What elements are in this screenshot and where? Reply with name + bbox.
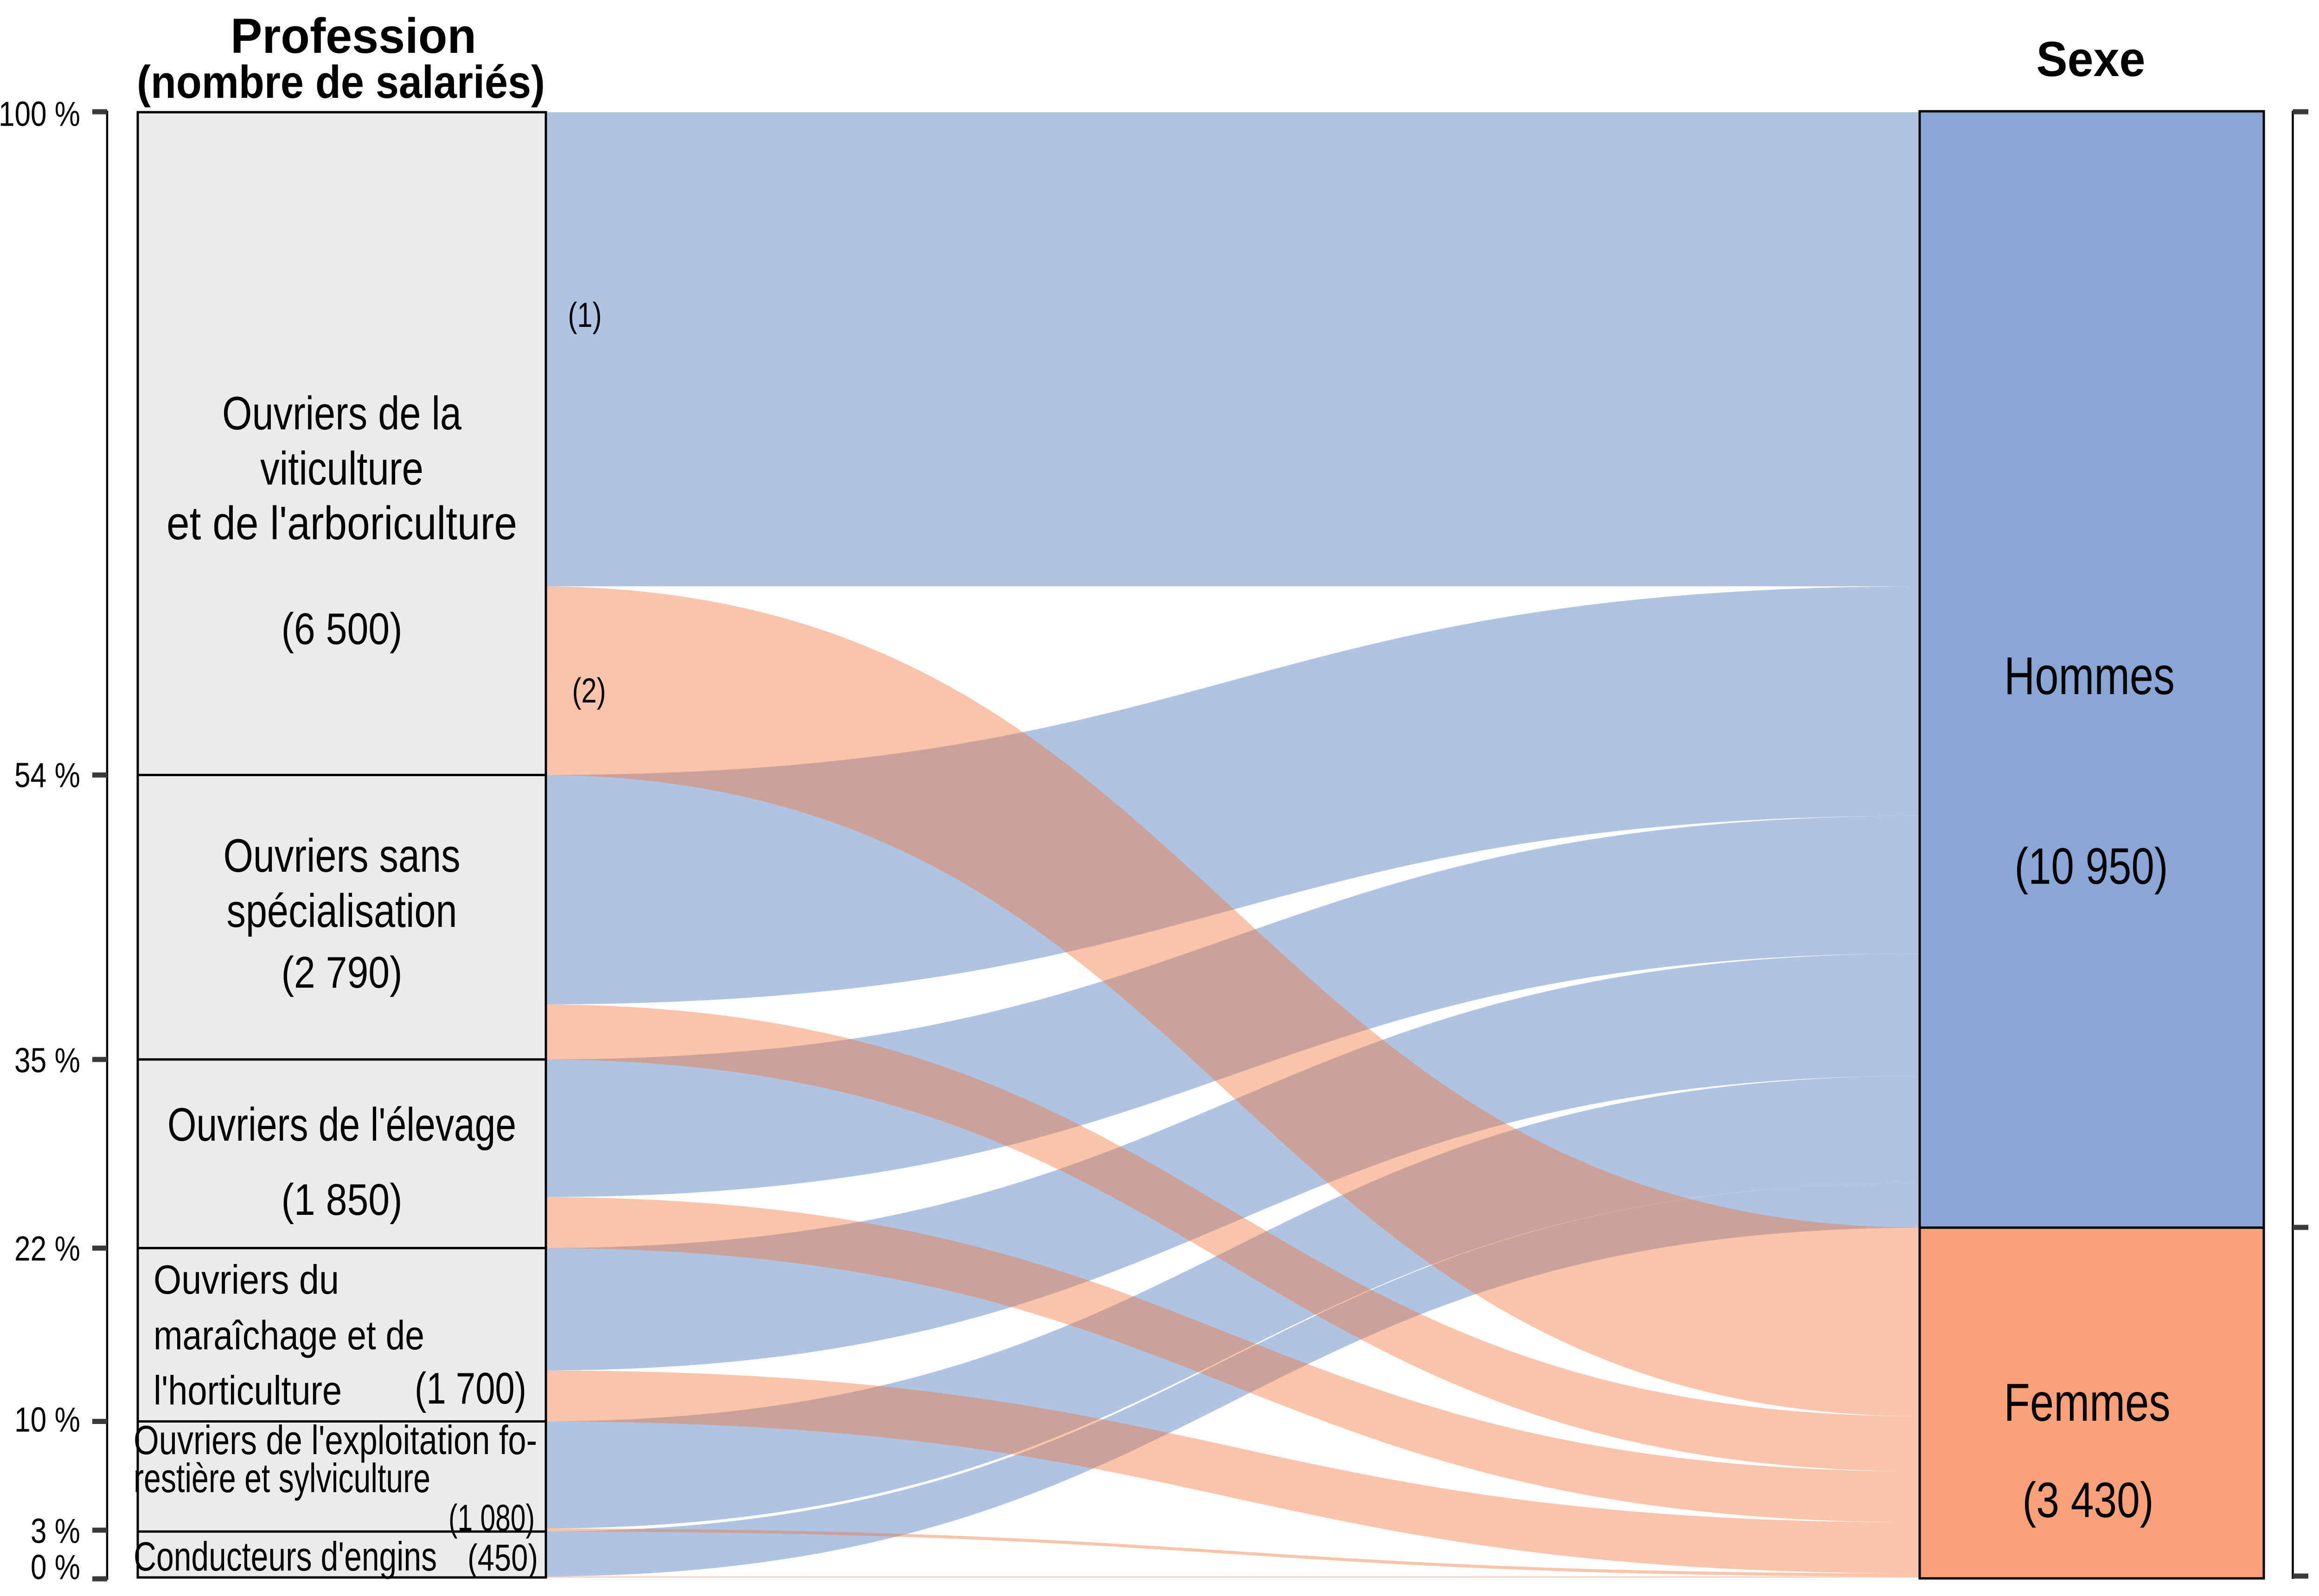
- svg-text:35 %: 35 %: [14, 1041, 80, 1080]
- svg-text:restière et sylviculture: restière et sylviculture: [134, 1455, 430, 1501]
- svg-text:100 %: 100 %: [0, 95, 80, 134]
- svg-text:Sexe: Sexe: [2037, 31, 2146, 87]
- svg-text:(1 080): (1 080): [448, 1497, 535, 1539]
- svg-text:10 %: 10 %: [14, 1400, 80, 1439]
- svg-text:Hommes: Hommes: [2004, 646, 2175, 706]
- svg-text:spécialisation: spécialisation: [227, 885, 457, 937]
- svg-text:et de l'arboriculture: et de l'arboriculture: [167, 498, 517, 549]
- svg-text:22 %: 22 %: [14, 1229, 80, 1268]
- svg-text:(450): (450): [468, 1537, 538, 1579]
- svg-text:(1 700): (1 700): [415, 1364, 526, 1413]
- svg-text:(6 500): (6 500): [282, 604, 403, 654]
- svg-text:l'horticulture: l'horticulture: [154, 1367, 342, 1413]
- svg-text:3 %: 3 %: [31, 1512, 80, 1551]
- svg-text:viticulture: viticulture: [260, 443, 423, 495]
- svg-text:maraîchage et de: maraîchage et de: [154, 1312, 424, 1358]
- svg-text:0 %: 0 %: [31, 1548, 80, 1587]
- svg-text:Ouvriers de l'élevage: Ouvriers de l'élevage: [167, 1099, 516, 1151]
- svg-text:Femmes: Femmes: [2004, 1373, 2171, 1432]
- svg-text:Ouvriers de l'exploitation fo-: Ouvriers de l'exploitation fo-: [134, 1417, 537, 1463]
- svg-text:(2 790): (2 790): [282, 948, 403, 997]
- svg-text:(nombre de salariés): (nombre de salariés): [137, 56, 545, 108]
- svg-text:(1): (1): [568, 295, 602, 334]
- svg-text:(3 430): (3 430): [2023, 1472, 2154, 1528]
- svg-text:(2): (2): [572, 671, 606, 710]
- svg-text:(1 850): (1 850): [282, 1175, 403, 1225]
- svg-text:(10 950): (10 950): [2015, 838, 2168, 895]
- svg-text:Ouvriers sans: Ouvriers sans: [224, 830, 461, 882]
- svg-text:Profession: Profession: [231, 8, 476, 64]
- svg-text:Conducteurs d'engins: Conducteurs d'engins: [134, 1533, 437, 1579]
- svg-text:54 %: 54 %: [14, 756, 80, 795]
- svg-text:Ouvriers du: Ouvriers du: [154, 1257, 339, 1302]
- svg-text:Ouvriers de la: Ouvriers de la: [222, 388, 462, 440]
